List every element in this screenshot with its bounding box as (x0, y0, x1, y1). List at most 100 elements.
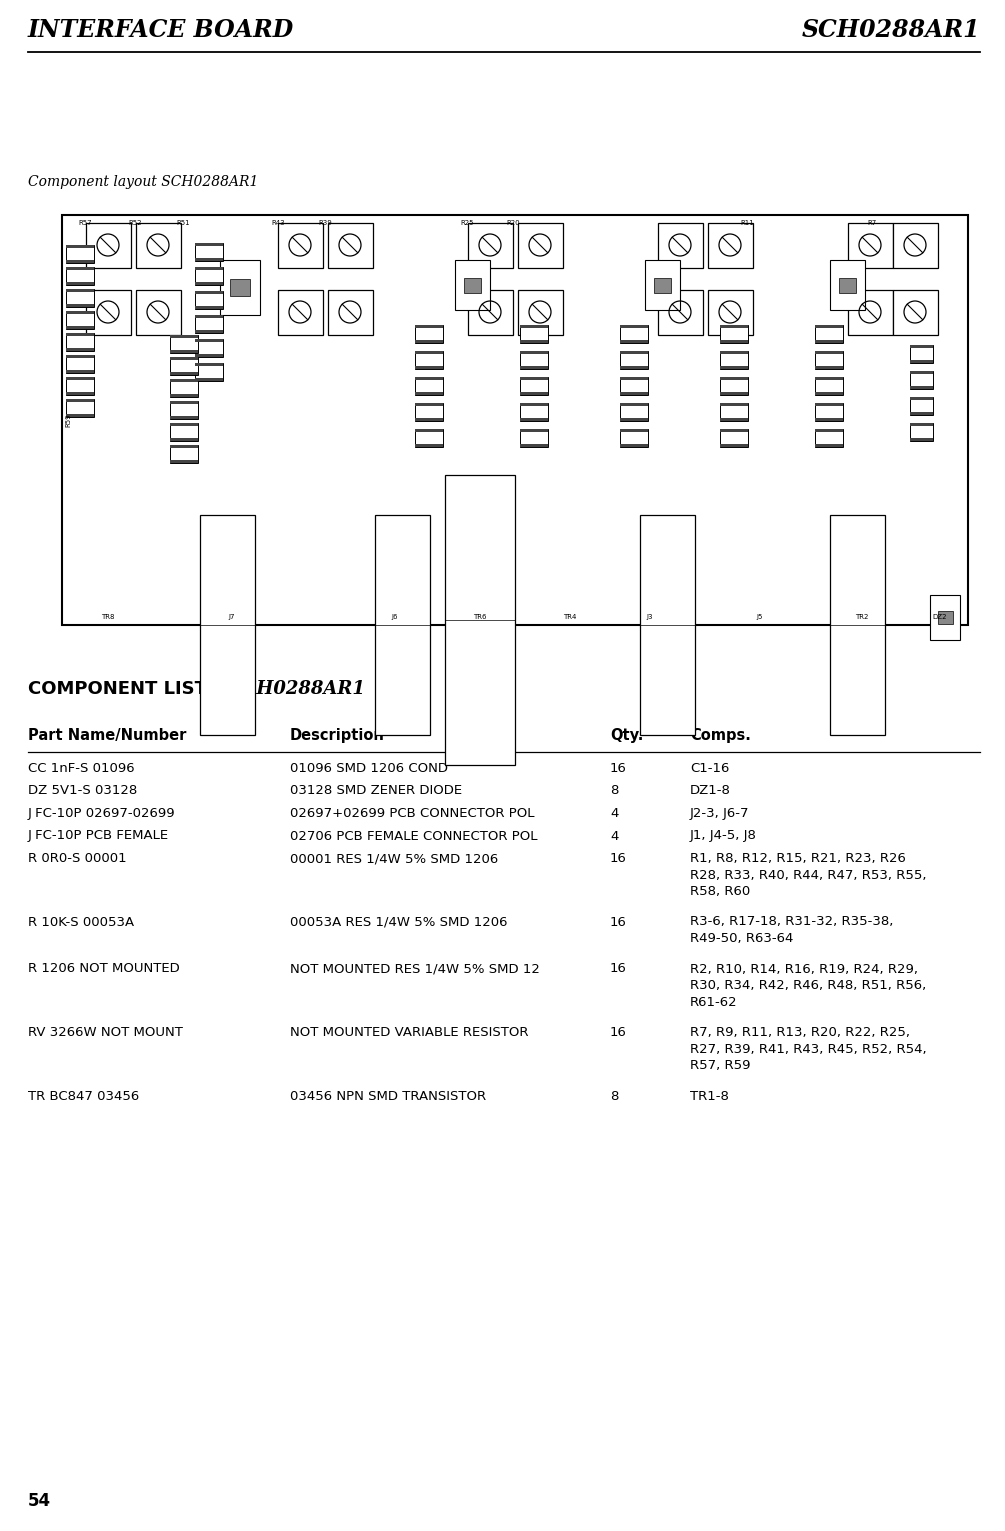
Text: Comps.: Comps. (690, 729, 751, 743)
Text: TR8: TR8 (102, 614, 115, 620)
Text: TR2: TR2 (855, 614, 868, 620)
Text: J FC-10P PCB FEMALE: J FC-10P PCB FEMALE (28, 830, 169, 842)
Bar (66, 245, 94, 263)
Bar (815, 392, 843, 395)
Bar (170, 357, 198, 375)
Text: R7, R9, R11, R13, R20, R22, R25,: R7, R9, R11, R13, R20, R22, R25, (690, 1026, 910, 1040)
Bar (66, 260, 94, 263)
Bar (910, 371, 933, 374)
Bar (520, 325, 548, 343)
Text: R3-6, R17-18, R31-32, R35-38,: R3-6, R17-18, R31-32, R35-38, (690, 916, 893, 928)
Bar (170, 335, 198, 354)
Bar (170, 446, 198, 462)
Bar (195, 338, 223, 343)
Text: 4: 4 (610, 807, 618, 821)
Text: R1, R8, R12, R15, R21, R23, R26: R1, R8, R12, R15, R21, R23, R26 (690, 851, 906, 865)
Bar (720, 403, 748, 421)
Bar (66, 289, 94, 308)
Bar (66, 348, 94, 351)
Bar (66, 326, 94, 329)
Bar (620, 340, 648, 343)
Bar (815, 403, 843, 421)
Bar (910, 344, 933, 363)
Text: INTERFACE BOARD: INTERFACE BOARD (28, 18, 294, 41)
Text: J2-3, J6-7: J2-3, J6-7 (690, 807, 750, 821)
Text: DZ1-8: DZ1-8 (690, 784, 731, 798)
Bar (463, 277, 481, 292)
Bar (66, 266, 94, 285)
Text: R51: R51 (176, 220, 190, 227)
Text: 00053A RES 1/4W 5% SMD 1206: 00053A RES 1/4W 5% SMD 1206 (290, 916, 508, 928)
Bar (170, 423, 198, 426)
Bar (195, 315, 223, 334)
Bar (815, 351, 843, 369)
Text: J FC-10P 02697-02699: J FC-10P 02697-02699 (28, 807, 176, 821)
Bar (815, 340, 843, 343)
Text: 16: 16 (610, 762, 627, 775)
Bar (66, 311, 94, 329)
Bar (518, 289, 563, 335)
Bar (415, 366, 443, 369)
Bar (848, 289, 893, 335)
Text: R57: R57 (78, 220, 91, 227)
Bar (520, 403, 548, 421)
Bar (170, 416, 198, 419)
Bar (720, 351, 748, 369)
Bar (415, 418, 443, 421)
Bar (136, 289, 181, 335)
Bar (415, 403, 443, 421)
Bar (815, 325, 843, 343)
Bar (66, 371, 94, 374)
Bar (815, 444, 843, 447)
Bar (195, 282, 223, 285)
Bar (720, 418, 748, 421)
Bar (520, 325, 548, 328)
Bar (230, 279, 250, 295)
Text: 8: 8 (610, 1090, 618, 1102)
Bar (815, 418, 843, 421)
Bar (195, 266, 223, 271)
Text: R43: R43 (271, 220, 284, 227)
Bar (170, 401, 198, 419)
Text: R39: R39 (319, 220, 332, 227)
Bar (910, 386, 933, 389)
Bar (645, 260, 680, 309)
Bar (195, 363, 223, 381)
Bar (620, 429, 648, 447)
Bar (170, 401, 198, 404)
Bar (520, 377, 548, 380)
Text: Part Name/Number: Part Name/Number (28, 729, 186, 743)
Bar (815, 366, 843, 369)
Text: TR6: TR6 (473, 614, 486, 620)
Bar (468, 289, 513, 335)
Bar (708, 224, 753, 268)
Text: TR4: TR4 (564, 614, 577, 620)
Bar (815, 377, 843, 380)
Text: R58, R60: R58, R60 (690, 885, 751, 899)
Bar (415, 392, 443, 395)
Bar (415, 351, 443, 369)
Bar (415, 325, 443, 343)
Bar (620, 366, 648, 369)
Text: RV 3266W NOT MOUNT: RV 3266W NOT MOUNT (28, 1026, 183, 1040)
Bar (620, 392, 648, 395)
Text: SCH0288AR1: SCH0288AR1 (230, 680, 366, 698)
Bar (66, 266, 94, 271)
Bar (520, 418, 548, 421)
Bar (910, 423, 933, 441)
Bar (620, 377, 648, 380)
Bar (170, 357, 198, 360)
Text: C1-16: C1-16 (690, 762, 730, 775)
Bar (520, 392, 548, 395)
Text: R30, R34, R42, R46, R48, R51, R56,: R30, R34, R42, R46, R48, R51, R56, (690, 978, 927, 992)
Bar (720, 325, 748, 343)
Text: Description: Description (290, 729, 385, 743)
Bar (815, 403, 843, 406)
Bar (66, 413, 94, 416)
Bar (66, 392, 94, 395)
Bar (708, 289, 753, 335)
Bar (930, 596, 960, 640)
Bar (620, 403, 648, 421)
Text: 16: 16 (610, 916, 627, 928)
Bar (66, 377, 94, 380)
